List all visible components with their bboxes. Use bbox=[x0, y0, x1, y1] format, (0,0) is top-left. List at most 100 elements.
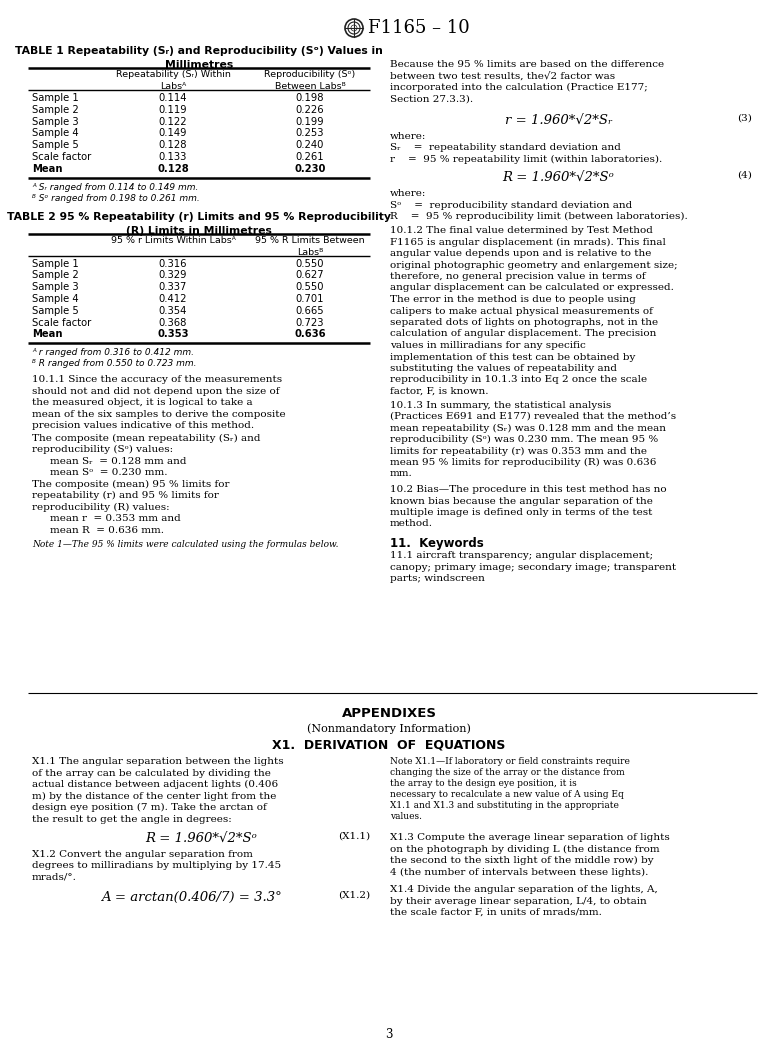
Text: angular displacement can be calculated or expressed.: angular displacement can be calculated o… bbox=[390, 283, 674, 293]
Text: 0.119: 0.119 bbox=[159, 105, 187, 115]
Text: 10.2 Bias—The procedure in this test method has no: 10.2 Bias—The procedure in this test met… bbox=[390, 485, 667, 494]
Text: 0.230: 0.230 bbox=[294, 163, 326, 174]
Text: (4): (4) bbox=[737, 171, 752, 180]
Text: mean Sᵣ  = 0.128 mm and: mean Sᵣ = 0.128 mm and bbox=[50, 457, 187, 465]
Text: 0.723: 0.723 bbox=[296, 318, 324, 328]
Text: incorporated into the calculation (Practice E177;: incorporated into the calculation (Pract… bbox=[390, 83, 648, 92]
Text: The composite (mean repeatability (Sᵣ) and: The composite (mean repeatability (Sᵣ) a… bbox=[32, 434, 261, 442]
Text: changing the size of the array or the distance from: changing the size of the array or the di… bbox=[390, 768, 625, 777]
Text: reproducibility (Sᵒ) values:: reproducibility (Sᵒ) values: bbox=[32, 446, 173, 454]
Text: R = 1.960*√2*Sᵒ: R = 1.960*√2*Sᵒ bbox=[503, 171, 615, 184]
Text: necessary to recalculate a new value of A using Eq: necessary to recalculate a new value of … bbox=[390, 790, 624, 799]
Text: 0.550: 0.550 bbox=[296, 258, 324, 269]
Text: (3): (3) bbox=[737, 115, 752, 123]
Text: the second to the sixth light of the middle row) by: the second to the sixth light of the mid… bbox=[390, 856, 654, 865]
Text: mean Sᵒ  = 0.230 mm.: mean Sᵒ = 0.230 mm. bbox=[50, 468, 167, 477]
Text: of the array can be calculated by dividing the: of the array can be calculated by dividi… bbox=[32, 768, 271, 778]
Text: Sample 2: Sample 2 bbox=[32, 105, 79, 115]
Text: 0.353: 0.353 bbox=[157, 329, 189, 339]
Text: X1.1 The angular separation between the lights: X1.1 The angular separation between the … bbox=[32, 757, 284, 766]
Text: Repeatability (Sᵣ) Within
Labsᴬ: Repeatability (Sᵣ) Within Labsᴬ bbox=[116, 70, 230, 92]
Text: Sᵒ    =  reproducibility standard deviation and: Sᵒ = reproducibility standard deviation … bbox=[390, 201, 633, 209]
Text: the result to get the angle in degrees:: the result to get the angle in degrees: bbox=[32, 814, 232, 823]
Text: R    =  95 % reproducibility limit (between laboratories).: R = 95 % reproducibility limit (between … bbox=[390, 212, 688, 221]
Text: 0.636: 0.636 bbox=[294, 329, 326, 339]
Text: the array to the design eye position, it is: the array to the design eye position, it… bbox=[390, 779, 576, 788]
Text: (X1.1): (X1.1) bbox=[338, 832, 370, 841]
Text: Mean: Mean bbox=[32, 163, 62, 174]
Text: Sample 4: Sample 4 bbox=[32, 294, 79, 304]
Text: should not and did not depend upon the size of: should not and did not depend upon the s… bbox=[32, 386, 279, 396]
Text: Sᵣ    =  repeatability standard deviation and: Sᵣ = repeatability standard deviation an… bbox=[390, 144, 621, 152]
Text: (Practices E691 and E177) revealed that the method’s: (Practices E691 and E177) revealed that … bbox=[390, 412, 676, 421]
Text: reproducibility in 10.1.3 into Eq 2 once the scale: reproducibility in 10.1.3 into Eq 2 once… bbox=[390, 376, 647, 384]
Text: X1.2 Convert the angular separation from: X1.2 Convert the angular separation from bbox=[32, 850, 253, 859]
Text: Mean: Mean bbox=[32, 329, 62, 339]
Text: 10.1.2 The final value determined by Test Method: 10.1.2 The final value determined by Tes… bbox=[390, 226, 653, 235]
Text: angular value depends upon and is relative to the: angular value depends upon and is relati… bbox=[390, 249, 651, 258]
Text: degrees to milliradians by multiplying by 17.45: degrees to milliradians by multiplying b… bbox=[32, 862, 281, 870]
Text: factor, F, is known.: factor, F, is known. bbox=[390, 387, 489, 396]
Text: limits for repeatability (r) was 0.353 mm and the: limits for repeatability (r) was 0.353 m… bbox=[390, 447, 647, 456]
Text: original photographic geometry and enlargement size;: original photographic geometry and enlar… bbox=[390, 260, 678, 270]
Text: Note 1—The 95 % limits were calculated using the formulas below.: Note 1—The 95 % limits were calculated u… bbox=[32, 540, 338, 550]
Text: Because the 95 % limits are based on the difference: Because the 95 % limits are based on the… bbox=[390, 60, 664, 69]
Text: TABLE 2 95 % Repeatability (r) Limits and 95 % Reproducibility
(R) Limits in Mil: TABLE 2 95 % Repeatability (r) Limits an… bbox=[7, 211, 391, 235]
Text: 0.412: 0.412 bbox=[159, 294, 187, 304]
Text: X1.1 and X1.3 and substituting in the appropriate: X1.1 and X1.3 and substituting in the ap… bbox=[390, 801, 619, 810]
Text: Reproducibility (Sᵒ)
Between Labsᴮ: Reproducibility (Sᵒ) Between Labsᴮ bbox=[265, 70, 356, 92]
Text: values.: values. bbox=[390, 812, 422, 821]
Text: 0.122: 0.122 bbox=[159, 117, 187, 127]
Text: Sample 3: Sample 3 bbox=[32, 282, 79, 293]
Text: the measured object, it is logical to take a: the measured object, it is logical to ta… bbox=[32, 399, 253, 407]
Text: 95 % R Limits Between
Labsᴮ: 95 % R Limits Between Labsᴮ bbox=[255, 235, 365, 257]
Text: 95 % r Limits Within Labsᴬ: 95 % r Limits Within Labsᴬ bbox=[110, 235, 236, 245]
Text: Sample 1: Sample 1 bbox=[32, 93, 79, 103]
Text: precision values indicative of this method.: precision values indicative of this meth… bbox=[32, 422, 254, 430]
Text: 0.149: 0.149 bbox=[159, 128, 187, 138]
Text: 0.316: 0.316 bbox=[159, 258, 187, 269]
Text: Sample 5: Sample 5 bbox=[32, 306, 79, 315]
Text: mean of the six samples to derive the composite: mean of the six samples to derive the co… bbox=[32, 410, 286, 418]
Text: the scale factor F, in units of mrads/mm.: the scale factor F, in units of mrads/mm… bbox=[390, 908, 602, 917]
Text: Scale factor: Scale factor bbox=[32, 152, 91, 162]
Text: Scale factor: Scale factor bbox=[32, 318, 91, 328]
Text: 10.1.1 Since the accuracy of the measurements: 10.1.1 Since the accuracy of the measure… bbox=[32, 375, 282, 384]
Text: mean r  = 0.353 mm and: mean r = 0.353 mm and bbox=[50, 514, 180, 524]
Text: r = 1.960*√2*Sᵣ: r = 1.960*√2*Sᵣ bbox=[505, 115, 612, 127]
Text: mrads/°.: mrads/°. bbox=[32, 873, 77, 882]
Text: Section 27.3.3).: Section 27.3.3). bbox=[390, 95, 473, 103]
Text: Sample 2: Sample 2 bbox=[32, 271, 79, 280]
Text: separated dots of lights on photographs, not in the: separated dots of lights on photographs,… bbox=[390, 318, 658, 327]
Text: by their average linear separation, L/4, to obtain: by their average linear separation, L/4,… bbox=[390, 896, 647, 906]
Text: reproducibility (Sᵒ) was 0.230 mm. The mean 95 %: reproducibility (Sᵒ) was 0.230 mm. The m… bbox=[390, 435, 658, 445]
Text: 0.199: 0.199 bbox=[296, 117, 324, 127]
Text: repeatability (r) and 95 % limits for: repeatability (r) and 95 % limits for bbox=[32, 491, 219, 501]
Text: implementation of this test can be obtained by: implementation of this test can be obtai… bbox=[390, 353, 636, 361]
Text: Sample 3: Sample 3 bbox=[32, 117, 79, 127]
Text: The composite (mean) 95 % limits for: The composite (mean) 95 % limits for bbox=[32, 480, 230, 489]
Text: 11.1 aircraft transparency; angular displacement;: 11.1 aircraft transparency; angular disp… bbox=[390, 551, 653, 560]
Text: The error in the method is due to people using: The error in the method is due to people… bbox=[390, 295, 636, 304]
Text: 0.240: 0.240 bbox=[296, 141, 324, 150]
Text: A = arctan(0.406/7) = 3.3°: A = arctan(0.406/7) = 3.3° bbox=[100, 890, 282, 904]
Text: 10.1.3 In summary, the statistical analysis: 10.1.3 In summary, the statistical analy… bbox=[390, 401, 612, 409]
Text: 0.627: 0.627 bbox=[296, 271, 324, 280]
Text: multiple image is defined only in terms of the test: multiple image is defined only in terms … bbox=[390, 508, 653, 517]
Text: 3: 3 bbox=[385, 1029, 393, 1041]
Text: calipers to make actual physical measurements of: calipers to make actual physical measure… bbox=[390, 306, 653, 315]
Text: ᴬ Sᵣ ranged from 0.114 to 0.149 mm.: ᴬ Sᵣ ranged from 0.114 to 0.149 mm. bbox=[32, 182, 198, 192]
Text: 11.  Keywords: 11. Keywords bbox=[390, 537, 484, 550]
Text: R = 1.960*√2*Sᵒ: R = 1.960*√2*Sᵒ bbox=[145, 832, 257, 845]
Text: 0.253: 0.253 bbox=[296, 128, 324, 138]
Text: mm.: mm. bbox=[390, 469, 413, 479]
Text: ᴮ Sᵒ ranged from 0.198 to 0.261 mm.: ᴮ Sᵒ ranged from 0.198 to 0.261 mm. bbox=[32, 194, 200, 203]
Text: where:: where: bbox=[390, 132, 426, 141]
Text: 0.329: 0.329 bbox=[159, 271, 187, 280]
Text: 0.128: 0.128 bbox=[159, 141, 187, 150]
Text: 0.114: 0.114 bbox=[159, 93, 187, 103]
Text: actual distance between adjacent lights (0.406: actual distance between adjacent lights … bbox=[32, 780, 278, 789]
Text: 0.665: 0.665 bbox=[296, 306, 324, 315]
Text: 0.198: 0.198 bbox=[296, 93, 324, 103]
Text: Sample 1: Sample 1 bbox=[32, 258, 79, 269]
